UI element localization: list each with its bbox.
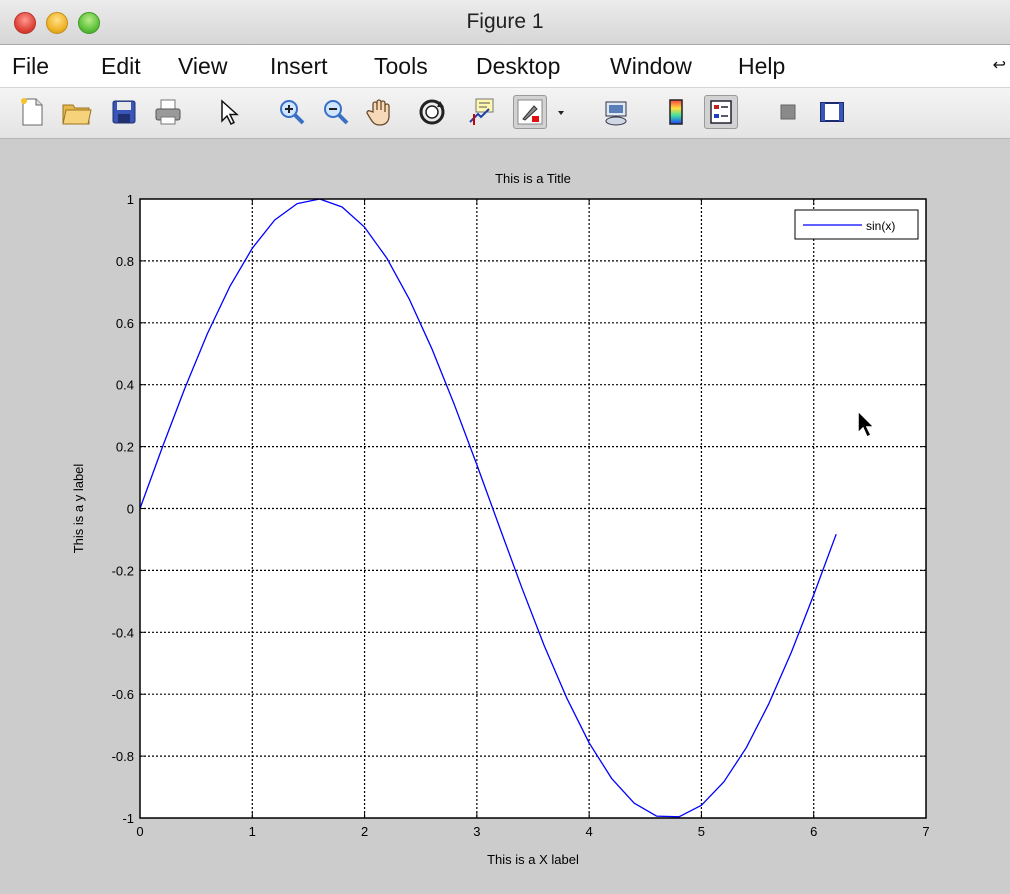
show-plot-tools-icon[interactable]	[816, 96, 848, 128]
y-axis-label: This is a y label	[71, 464, 86, 554]
menu-overflow-arrow-icon[interactable]: ↩	[992, 57, 1006, 74]
figure-toolbar	[0, 88, 1010, 139]
menu-view[interactable]: View	[178, 53, 228, 79]
series-layer	[139, 198, 837, 818]
link-plot-icon[interactable]	[600, 96, 632, 128]
x-tick-label: 2	[361, 824, 368, 839]
x-tick-label: 5	[698, 824, 705, 839]
series-line-sin	[139, 198, 837, 818]
hide-plot-tools-icon[interactable]	[772, 96, 804, 128]
insert-legend-icon[interactable]	[704, 95, 738, 129]
pan-hand-icon[interactable]	[364, 96, 396, 128]
insert-colorbar-icon[interactable]	[660, 96, 692, 128]
menu-desktop[interactable]: Desktop	[476, 53, 561, 79]
menu-window[interactable]: Window	[610, 53, 692, 79]
data-cursor-icon[interactable]	[466, 96, 498, 128]
x-tick-label: 4	[586, 824, 593, 839]
menu-file[interactable]: File	[12, 53, 50, 79]
y-tick-label: 0.2	[116, 440, 134, 455]
rotate-3d-icon[interactable]	[416, 96, 448, 128]
menu-insert[interactable]: Insert	[270, 53, 328, 79]
menu-tools[interactable]: Tools	[374, 53, 428, 79]
new-figure-icon[interactable]	[16, 96, 48, 128]
x-tick-label: 1	[249, 824, 256, 839]
legend[interactable]: sin(x)	[794, 209, 919, 240]
open-file-icon[interactable]	[60, 96, 92, 128]
edit-plot-pointer-icon[interactable]	[212, 96, 244, 128]
y-tick-label: -0.8	[112, 749, 134, 764]
y-tick-label: 0.4	[116, 378, 134, 393]
y-tick-label: -1	[122, 811, 134, 826]
y-tick-label: -0.4	[112, 625, 134, 640]
zoom-out-icon[interactable]	[320, 96, 352, 128]
legend-label-sin: sin(x)	[866, 219, 895, 233]
window-title: Figure 1	[466, 10, 544, 33]
axis-ticks: 0 1 2 3 4 5 6 7 -1 -0.8 -0.6 -0.4 -0.2 0 0.2 0.4 0.6 0.8 1	[112, 192, 930, 839]
brush-icon[interactable]	[513, 95, 547, 129]
zoom-in-icon[interactable]	[276, 96, 308, 128]
plot-axes[interactable]: 0 1 2 3 4 5 6 7 -1 -0.8 -0.6 -0.4 -0.2 0 0.2 0.4 0.6 0.8 1…	[0, 139, 1010, 894]
y-tick-label: -0.6	[112, 687, 134, 702]
chart-title: This is a Title	[495, 171, 571, 186]
mouse-cursor-icon	[857, 409, 876, 439]
grid-lines	[140, 199, 926, 818]
save-icon[interactable]	[108, 96, 140, 128]
menu-edit[interactable]: Edit	[101, 53, 141, 79]
figure-canvas[interactable]: 0 1 2 3 4 5 6 7 -1 -0.8 -0.6 -0.4 -0.2 0 0.2 0.4 0.6 0.8 1…	[0, 139, 1010, 894]
x-tick-label: 7	[922, 824, 929, 839]
title-bar[interactable]: Figure 1	[0, 0, 1010, 45]
x-tick-label: 3	[473, 824, 480, 839]
y-tick-label: 0.8	[116, 254, 134, 269]
brush-dropdown-icon[interactable]	[552, 96, 570, 128]
minimize-window-button[interactable]	[46, 12, 68, 34]
close-window-button[interactable]	[14, 12, 36, 34]
print-icon[interactable]	[152, 96, 184, 128]
menu-bar: File Edit View Insert Tools Desktop Wind…	[0, 45, 1010, 88]
y-tick-label: 1	[127, 192, 134, 207]
y-tick-label: 0	[127, 502, 134, 517]
y-tick-label: 0.6	[116, 316, 134, 331]
menu-help[interactable]: Help	[738, 53, 786, 79]
x-tick-label: 6	[810, 824, 817, 839]
zoom-window-button[interactable]	[78, 12, 100, 34]
x-tick-label: 0	[136, 824, 143, 839]
y-tick-label: -0.2	[112, 563, 134, 578]
x-axis-label: This is a X label	[487, 852, 579, 867]
